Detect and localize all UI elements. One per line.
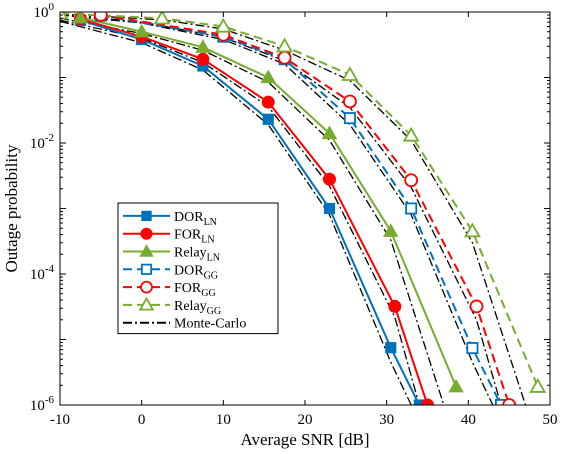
monte-carlo-curve-2 xyxy=(60,17,445,405)
legend-entry: DORGG xyxy=(174,263,218,281)
series-for-gg-point xyxy=(502,398,517,405)
legend-marker xyxy=(140,263,153,275)
series-relay-ln-point xyxy=(72,12,89,24)
monte-carlo-curve-0 xyxy=(60,20,412,405)
x-tick-label: 40 xyxy=(461,412,476,428)
y-axis-label: Outage probability xyxy=(2,144,21,272)
legend-entry: DORLN xyxy=(174,210,217,228)
series-relay-ln-point xyxy=(448,378,464,393)
series-for-ln-point xyxy=(261,95,275,109)
x-tick-label: 10 xyxy=(216,412,231,428)
y-tick-label: 100 xyxy=(34,1,55,21)
x-tick-label: 50 xyxy=(543,412,558,428)
x-tick-label: 20 xyxy=(298,412,313,428)
legend-entry: RelayGG xyxy=(174,299,221,317)
x-axis-label: Average SNR [dB] xyxy=(240,430,369,449)
legend-box xyxy=(117,202,279,335)
series-dor-gg-point xyxy=(405,202,418,215)
series-for-gg-point xyxy=(404,173,419,188)
markers-layer xyxy=(60,12,547,405)
ticks-layer: -10 0 10 20 30 40 50 10-6 10-4 10-2 100 xyxy=(30,1,558,428)
y-tick-label: 10-4 xyxy=(30,263,55,283)
monte-carlo-curve-4 xyxy=(60,13,502,405)
series-relay-gg-point xyxy=(341,66,359,81)
legend-entry: FORGG xyxy=(174,281,216,299)
series-dor-gg-point xyxy=(466,342,479,355)
series-for-gg-point xyxy=(469,299,484,314)
series-relay-gg-point xyxy=(463,222,481,238)
monte-carlo-curve-3 xyxy=(60,14,494,405)
series-relay-gg-point xyxy=(276,37,294,53)
series-dor-ln-point xyxy=(385,342,397,354)
series-for-gg-point xyxy=(93,12,108,22)
series-for-gg-point xyxy=(343,94,357,109)
series-relay-gg-point xyxy=(402,126,420,142)
series-dor-ln-point xyxy=(262,113,274,125)
series-for-ln-point xyxy=(196,52,210,66)
series-relay-gg-point xyxy=(529,378,547,393)
x-tick-label: -10 xyxy=(50,412,70,428)
y-tick-label: 10-6 xyxy=(30,394,55,414)
series-relay-gg-point xyxy=(60,12,69,20)
legend-marker xyxy=(138,296,155,311)
series-relay-ln-point xyxy=(195,39,211,53)
y-tick-label: 10-2 xyxy=(30,132,54,152)
legend-entry: FORLN xyxy=(174,228,215,246)
legend: DORLNFORLNRelayLNDORGGFORGGRelayGGMonte-… xyxy=(117,202,279,335)
series-relay-gg-point xyxy=(214,17,232,33)
series-for-gg-point xyxy=(277,50,292,65)
legend-marker xyxy=(139,244,154,257)
series-relay-gg-point xyxy=(153,12,171,25)
x-tick-label: 30 xyxy=(379,412,394,428)
legend-marker xyxy=(140,280,153,294)
legend-marker xyxy=(140,227,153,240)
series-relay-ln-point xyxy=(382,223,399,237)
series-relay-ln-point xyxy=(260,69,277,84)
series-for-ln-point xyxy=(323,172,336,186)
legend-marker xyxy=(141,210,152,222)
x-tick-label: 0 xyxy=(138,412,146,428)
legend-entry: RelayLN xyxy=(174,246,220,264)
series-for-ln-point xyxy=(388,299,402,313)
series-dor-ln-point xyxy=(323,202,336,215)
series-relay-gg-line xyxy=(60,12,539,388)
legend-entry: Monte-Carlo xyxy=(174,317,246,332)
series-relay-ln-point xyxy=(321,125,338,140)
series-relay-ln-point xyxy=(133,23,150,38)
series-for-ln-point xyxy=(421,398,434,405)
series-dor-gg-point xyxy=(343,112,356,125)
